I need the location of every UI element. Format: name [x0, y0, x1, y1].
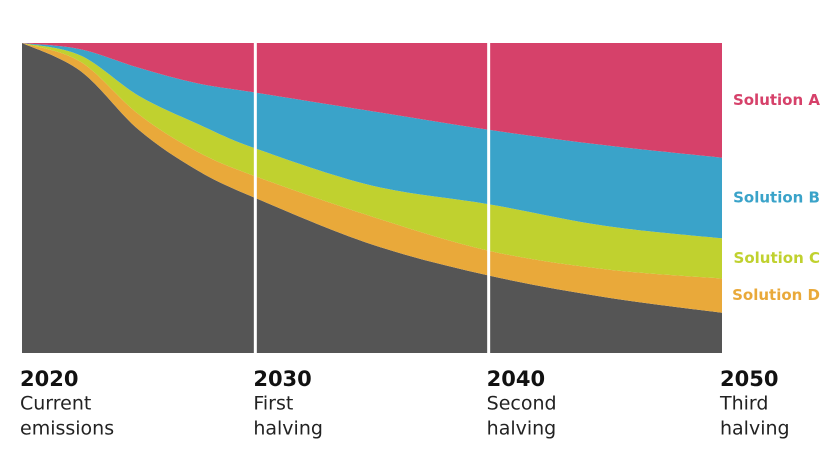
- x-tick-caption: halving: [720, 418, 790, 440]
- x-tick-label: 2050: [720, 367, 778, 391]
- x-tick-caption: First: [253, 393, 293, 415]
- x-tick-caption: halving: [253, 418, 323, 440]
- x-tick-label: 2040: [487, 367, 545, 391]
- legend-label: Solution A: [733, 91, 820, 109]
- area: [22, 43, 722, 353]
- legend-label: Solution D: [732, 286, 820, 304]
- legend-label: Solution B: [733, 189, 820, 207]
- x-tick-caption: Third: [719, 393, 768, 415]
- area: [22, 43, 722, 313]
- x-tick-caption: Current: [20, 393, 91, 415]
- area: [22, 43, 722, 279]
- x-tick-label: 2030: [253, 367, 311, 391]
- area: [22, 43, 722, 239]
- x-tick-caption: emissions: [20, 418, 114, 440]
- x-tick-label: 2020: [20, 367, 78, 391]
- x-tick-caption: Second: [487, 393, 557, 415]
- x-tick-caption: halving: [487, 418, 557, 440]
- area: [22, 43, 722, 158]
- legend-label: Solution C: [734, 249, 820, 267]
